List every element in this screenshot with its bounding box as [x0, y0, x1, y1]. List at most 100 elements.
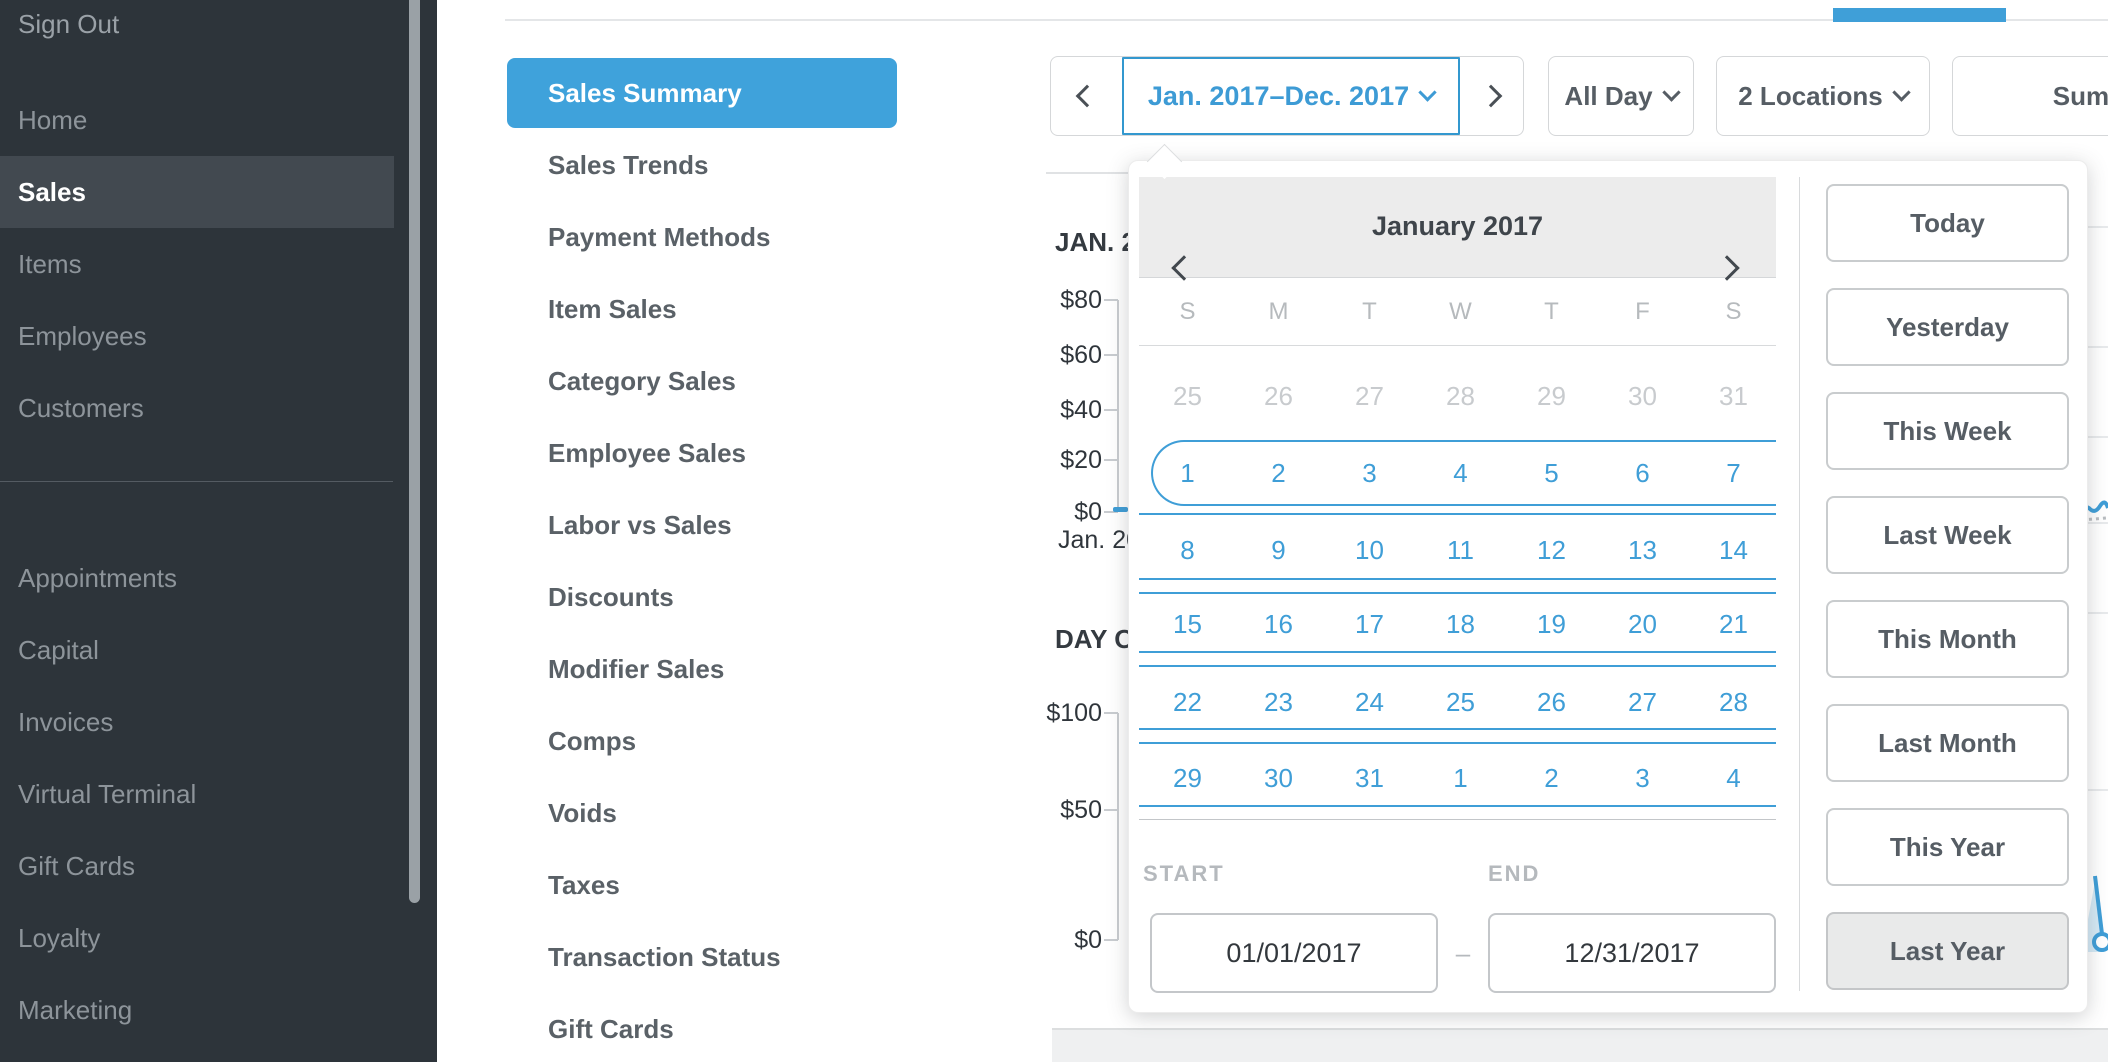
calendar-day[interactable]: 27: [1355, 381, 1384, 411]
calendar-day[interactable]: 25: [1173, 381, 1202, 411]
calendar-day[interactable]: 2: [1544, 763, 1559, 793]
calendar-day[interactable]: 14: [1719, 535, 1748, 565]
sidebar-item[interactable]: Invoices: [18, 707, 114, 737]
calendar-day[interactable]: 12: [1537, 535, 1566, 565]
calendar-day[interactable]: 20: [1628, 609, 1657, 639]
content-footer-bar: [1052, 1028, 2108, 1062]
sidebar-item[interactable]: Home: [18, 105, 88, 135]
sidebar-item[interactable]: Marketing: [18, 995, 133, 1025]
popup-vertical-divider: [1799, 177, 1800, 991]
axis-tick-label: $0: [1074, 498, 1102, 526]
sidebar-item[interactable]: Gift Cards: [18, 851, 136, 881]
report-menu-item[interactable]: Modifier Sales: [548, 654, 725, 684]
location-filter-dropdown[interactable]: 2 Locations: [1716, 56, 1930, 136]
sidebar-item[interactable]: Customers: [18, 393, 144, 423]
calendar-day[interactable]: 3: [1635, 763, 1650, 793]
calendar-day[interactable]: 9: [1271, 535, 1286, 565]
report-menu-item[interactable]: Voids: [548, 798, 617, 828]
date-range-dropdown[interactable]: Jan. 2017–Dec. 2017: [1122, 57, 1460, 135]
calendar-day[interactable]: 11: [1447, 535, 1474, 565]
calendar-day[interactable]: 30: [1264, 763, 1293, 793]
calendar-day[interactable]: 6: [1635, 458, 1650, 488]
report-menu-item[interactable]: Employee Sales: [548, 438, 746, 468]
calendar-day[interactable]: 28: [1446, 381, 1475, 411]
report-menu-item[interactable]: Labor vs Sales: [548, 510, 732, 540]
calendar-day[interactable]: 4: [1726, 763, 1741, 793]
report-menu-item[interactable]: Discounts: [548, 582, 674, 612]
sidebar-item[interactable]: Loyalty: [18, 923, 101, 953]
report-menu-item[interactable]: Comps: [548, 726, 637, 756]
calendar-day[interactable]: 24: [1355, 687, 1384, 717]
calendar-day[interactable]: 15: [1173, 609, 1202, 639]
weekday-label: W: [1449, 298, 1472, 325]
calendar-day[interactable]: 7: [1726, 458, 1741, 488]
sidebar-item[interactable]: Virtual Terminal: [18, 779, 197, 809]
calendar-day[interactable]: 1: [1180, 458, 1195, 488]
calendar-day[interactable]: 22: [1173, 687, 1202, 717]
calendar-day[interactable]: 13: [1628, 535, 1657, 565]
preset-range-button[interactable]: Last Week: [1826, 496, 2069, 574]
chart-gridline: [2088, 436, 2108, 438]
calendar-day[interactable]: 8: [1180, 535, 1195, 565]
calendar-day[interactable]: 29: [1537, 381, 1566, 411]
calendar-day[interactable]: 17: [1355, 609, 1384, 639]
calendar-day[interactable]: 1: [1453, 763, 1468, 793]
report-menu-item[interactable]: Category Sales: [548, 366, 736, 396]
sidebar-item[interactable]: Sales: [0, 156, 394, 228]
calendar-day[interactable]: 18: [1446, 609, 1475, 639]
sidebar-item[interactable]: Appointments: [18, 563, 177, 593]
calendar-day[interactable]: 19: [1537, 609, 1566, 639]
report-menu-item[interactable]: Sales Trends: [548, 150, 709, 180]
summary-button[interactable]: Summary: [1952, 56, 2108, 136]
preset-range-button[interactable]: This Week: [1826, 392, 2069, 470]
axis-tick-label: $50: [1060, 796, 1102, 824]
preset-range-button[interactable]: Yesterday: [1826, 288, 2069, 366]
calendar-day[interactable]: 27: [1628, 687, 1657, 717]
report-menu-item[interactable]: Gift Cards: [548, 1014, 674, 1044]
calendar-week-row: 22 23 24 25 26 27 28: [1142, 687, 1779, 717]
calendar-day[interactable]: 10: [1355, 535, 1384, 565]
calendar-week-row: 29 30 31 1 2 3 4: [1142, 763, 1779, 793]
start-date-input[interactable]: 01/01/2017: [1150, 913, 1438, 993]
location-filter-label: 2 Locations: [1738, 80, 1883, 111]
preset-range-button[interactable]: Last Month: [1826, 704, 2069, 782]
weekday-label: S: [1179, 298, 1196, 325]
sidebar-item[interactable]: Employees: [18, 321, 147, 351]
calendar-day[interactable]: 21: [1719, 609, 1748, 639]
report-menu-item[interactable]: Transaction Status: [548, 942, 781, 972]
time-filter-dropdown[interactable]: All Day: [1548, 56, 1694, 136]
calendar-day[interactable]: 16: [1264, 609, 1293, 639]
preset-range-button[interactable]: Last Year: [1826, 912, 2069, 990]
calendar-day[interactable]: 26: [1264, 381, 1293, 411]
axis-tick-label: $100: [1046, 699, 1102, 727]
sidebar-item[interactable]: Capital: [18, 635, 99, 665]
sidebar-item[interactable]: Items: [18, 249, 82, 279]
date-prev-button[interactable]: [1051, 57, 1122, 135]
calendar-week-row: 1 2 3 4 5 6 7: [1142, 458, 1779, 488]
calendar-day[interactable]: 26: [1537, 687, 1566, 717]
calendar-day[interactable]: 31: [1355, 763, 1384, 793]
calendar-day[interactable]: 25: [1446, 687, 1475, 717]
calendar-day[interactable]: 28: [1719, 687, 1748, 717]
sign-out-link[interactable]: Sign Out: [18, 9, 120, 39]
preset-range-button[interactable]: Today: [1826, 184, 2069, 262]
calendar-day[interactable]: 4: [1453, 458, 1468, 488]
report-menu-item-selected[interactable]: Sales Summary: [507, 58, 897, 128]
date-next-button[interactable]: [1458, 57, 1523, 135]
calendar-day[interactable]: 30: [1628, 381, 1657, 411]
calendar-day[interactable]: 5: [1544, 458, 1559, 488]
calendar-day[interactable]: 23: [1264, 687, 1293, 717]
axis-tick-label: $20: [1060, 446, 1102, 474]
report-menu-item[interactable]: Payment Methods: [548, 222, 771, 252]
calendar-day[interactable]: 31: [1719, 381, 1748, 411]
report-menu-item[interactable]: Taxes: [548, 870, 620, 900]
calendar-day[interactable]: 29: [1173, 763, 1202, 793]
end-date-input[interactable]: 12/31/2017: [1488, 913, 1776, 993]
calendar-day[interactable]: 2: [1271, 458, 1286, 488]
preset-range-button[interactable]: This Month: [1826, 600, 2069, 678]
calendar-day[interactable]: 3: [1362, 458, 1377, 488]
preset-range-button[interactable]: This Year: [1826, 808, 2069, 886]
sidebar-scrollbar-thumb[interactable]: [409, 0, 420, 903]
report-menu-item[interactable]: Item Sales: [548, 294, 677, 324]
chevron-left-icon: [1075, 84, 1098, 108]
